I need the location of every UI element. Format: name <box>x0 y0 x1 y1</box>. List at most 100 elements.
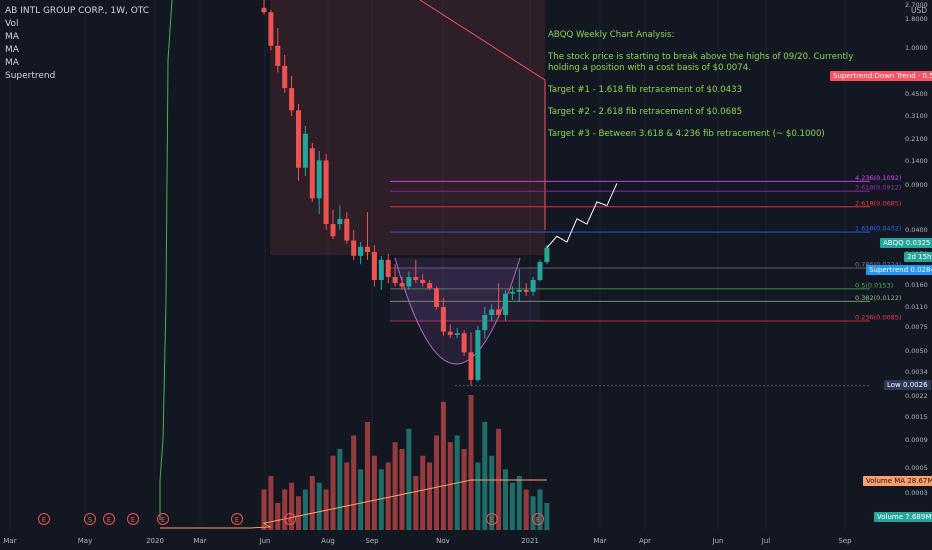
volume-bar <box>392 442 398 530</box>
volume-bar <box>261 489 267 530</box>
candle-body <box>392 277 398 284</box>
volume-bar <box>434 435 439 530</box>
indicator-ma-2[interactable]: MA <box>5 45 19 55</box>
candle-body <box>537 261 543 280</box>
earnings-marker-label: E <box>235 516 239 524</box>
volume-bar <box>268 476 274 530</box>
volume-bar <box>344 462 350 530</box>
indicator-ma-1[interactable]: MA <box>5 32 19 42</box>
supertrend-fill <box>270 0 545 255</box>
supertrend-down-tag: Supertrend:Down Trend · 0.5952 <box>830 71 932 81</box>
fib-level-label: 0.236(0.0085) <box>855 314 901 322</box>
fib-level-label: 4.236(0.1092) <box>855 174 901 182</box>
volume-tick-label: 0.0003 <box>905 489 928 497</box>
volume-bar <box>516 476 522 530</box>
candle-body <box>468 352 474 380</box>
y-tick-label: 0.0110 <box>905 303 928 311</box>
annotation-line-4: Target #3 - Between 3.618 & 4.236 fib re… <box>548 129 825 139</box>
tag-label: ABQQ <box>883 239 904 247</box>
candle-body <box>344 218 350 241</box>
symbol-price-tag: ABQQ 0.0325 <box>880 238 932 248</box>
x-tick-label: Jul <box>761 537 771 545</box>
annotation-heading: ABQQ Weekly Chart Analysis: <box>548 30 675 40</box>
earnings-marker-label: E <box>490 516 494 524</box>
earnings-marker <box>84 513 96 525</box>
candle-body <box>434 288 439 307</box>
earnings-marker-label: E <box>288 516 292 524</box>
cup-pattern <box>394 257 521 365</box>
x-tick-label: Nov <box>436 537 450 545</box>
tag-label: Supertrend:Down Trend <box>833 72 916 80</box>
candle-body <box>296 110 301 168</box>
y-tick-label: 0.0022 <box>905 392 928 400</box>
candle-body <box>358 246 364 256</box>
volume-bar <box>282 489 288 530</box>
volume-bar <box>309 476 315 530</box>
candle-body <box>427 283 433 289</box>
candle-body <box>275 45 281 66</box>
x-tick-label: Apr <box>639 537 651 545</box>
candle-body <box>330 224 336 237</box>
candle-body <box>378 259 384 280</box>
candle-body <box>413 277 419 280</box>
x-tick-label: May <box>78 537 92 545</box>
x-tick-label: Mar <box>193 537 206 545</box>
earnings-marker-label: E <box>42 516 46 524</box>
annotation-line-3: Target #2 - 2.618 fib retracement of $0.… <box>548 107 743 117</box>
volume-bar <box>399 449 405 530</box>
volume-bar <box>461 449 467 530</box>
volume-tick-label: 0.0005 <box>905 464 928 472</box>
earnings-marker-label: E <box>131 516 135 524</box>
candle-body <box>420 279 426 284</box>
earnings-marker <box>38 513 50 525</box>
volume-ma-tag: Volume MA 28.67M <box>863 476 932 486</box>
x-tick-label: Mar <box>3 537 16 545</box>
annotation-line-2: Target #1 - 1.618 fib retracement of $0.… <box>548 85 743 95</box>
candle-body <box>316 160 322 199</box>
tag-value: 0.5952 <box>922 72 932 80</box>
fib-zone <box>390 268 540 322</box>
low-tag: Low 0.0026 <box>884 380 931 390</box>
earnings-marker-label: E <box>107 516 111 524</box>
volume-bar <box>440 401 446 530</box>
volume-bar <box>358 469 364 530</box>
indicator-supertrend[interactable]: Supertrend <box>5 71 56 81</box>
volume-bar <box>351 435 357 530</box>
candle-body <box>261 7 267 13</box>
annotation-line-1: The stock price is starting to break abo… <box>548 52 854 73</box>
fib-level-label: 0.786(0.0224) <box>855 261 901 269</box>
volume-bar <box>337 449 343 530</box>
x-tick-label: 2021 <box>521 537 539 545</box>
y-tick-label: 0.0400 <box>905 226 928 234</box>
y-tick-label: 2.7000 <box>905 1 928 9</box>
volume-ma-line <box>160 479 547 529</box>
y-tick-label: 1.8000 <box>905 15 928 23</box>
volume-bar <box>365 422 370 530</box>
volume-bar <box>489 455 495 530</box>
candle-body <box>406 277 412 287</box>
indicator-ma-3[interactable]: MA <box>5 58 19 68</box>
earnings-marker-label: E <box>161 516 165 524</box>
candle-body <box>489 309 495 315</box>
volume-bar <box>289 482 295 530</box>
candle-body <box>516 289 522 292</box>
tag-value: 0.0284 <box>910 266 932 274</box>
y-tick-label: 0.4500 <box>905 90 928 98</box>
candle-body <box>509 291 515 294</box>
candle-body <box>482 314 488 331</box>
tag-label: Low <box>887 381 901 389</box>
volume-bar <box>509 482 515 530</box>
candle-body <box>530 279 536 292</box>
x-tick-label: 2020 <box>146 537 164 545</box>
indicator-vol[interactable]: Vol <box>5 19 19 29</box>
candle-body <box>365 246 370 253</box>
chart-legend: AB INTL GROUP CORP., 1W, OTC Vol MA MA M… <box>5 5 149 83</box>
volume-bar <box>275 503 281 530</box>
symbol-title[interactable]: AB INTL GROUP CORP., 1W, OTC <box>5 6 150 16</box>
volume-tick-label: 0.0015 <box>905 413 928 421</box>
x-tick-label: Jun <box>712 537 724 545</box>
tag-value: 0.0325 <box>905 239 931 247</box>
earnings-marker-label: S <box>88 516 93 524</box>
volume-bar <box>447 442 453 530</box>
